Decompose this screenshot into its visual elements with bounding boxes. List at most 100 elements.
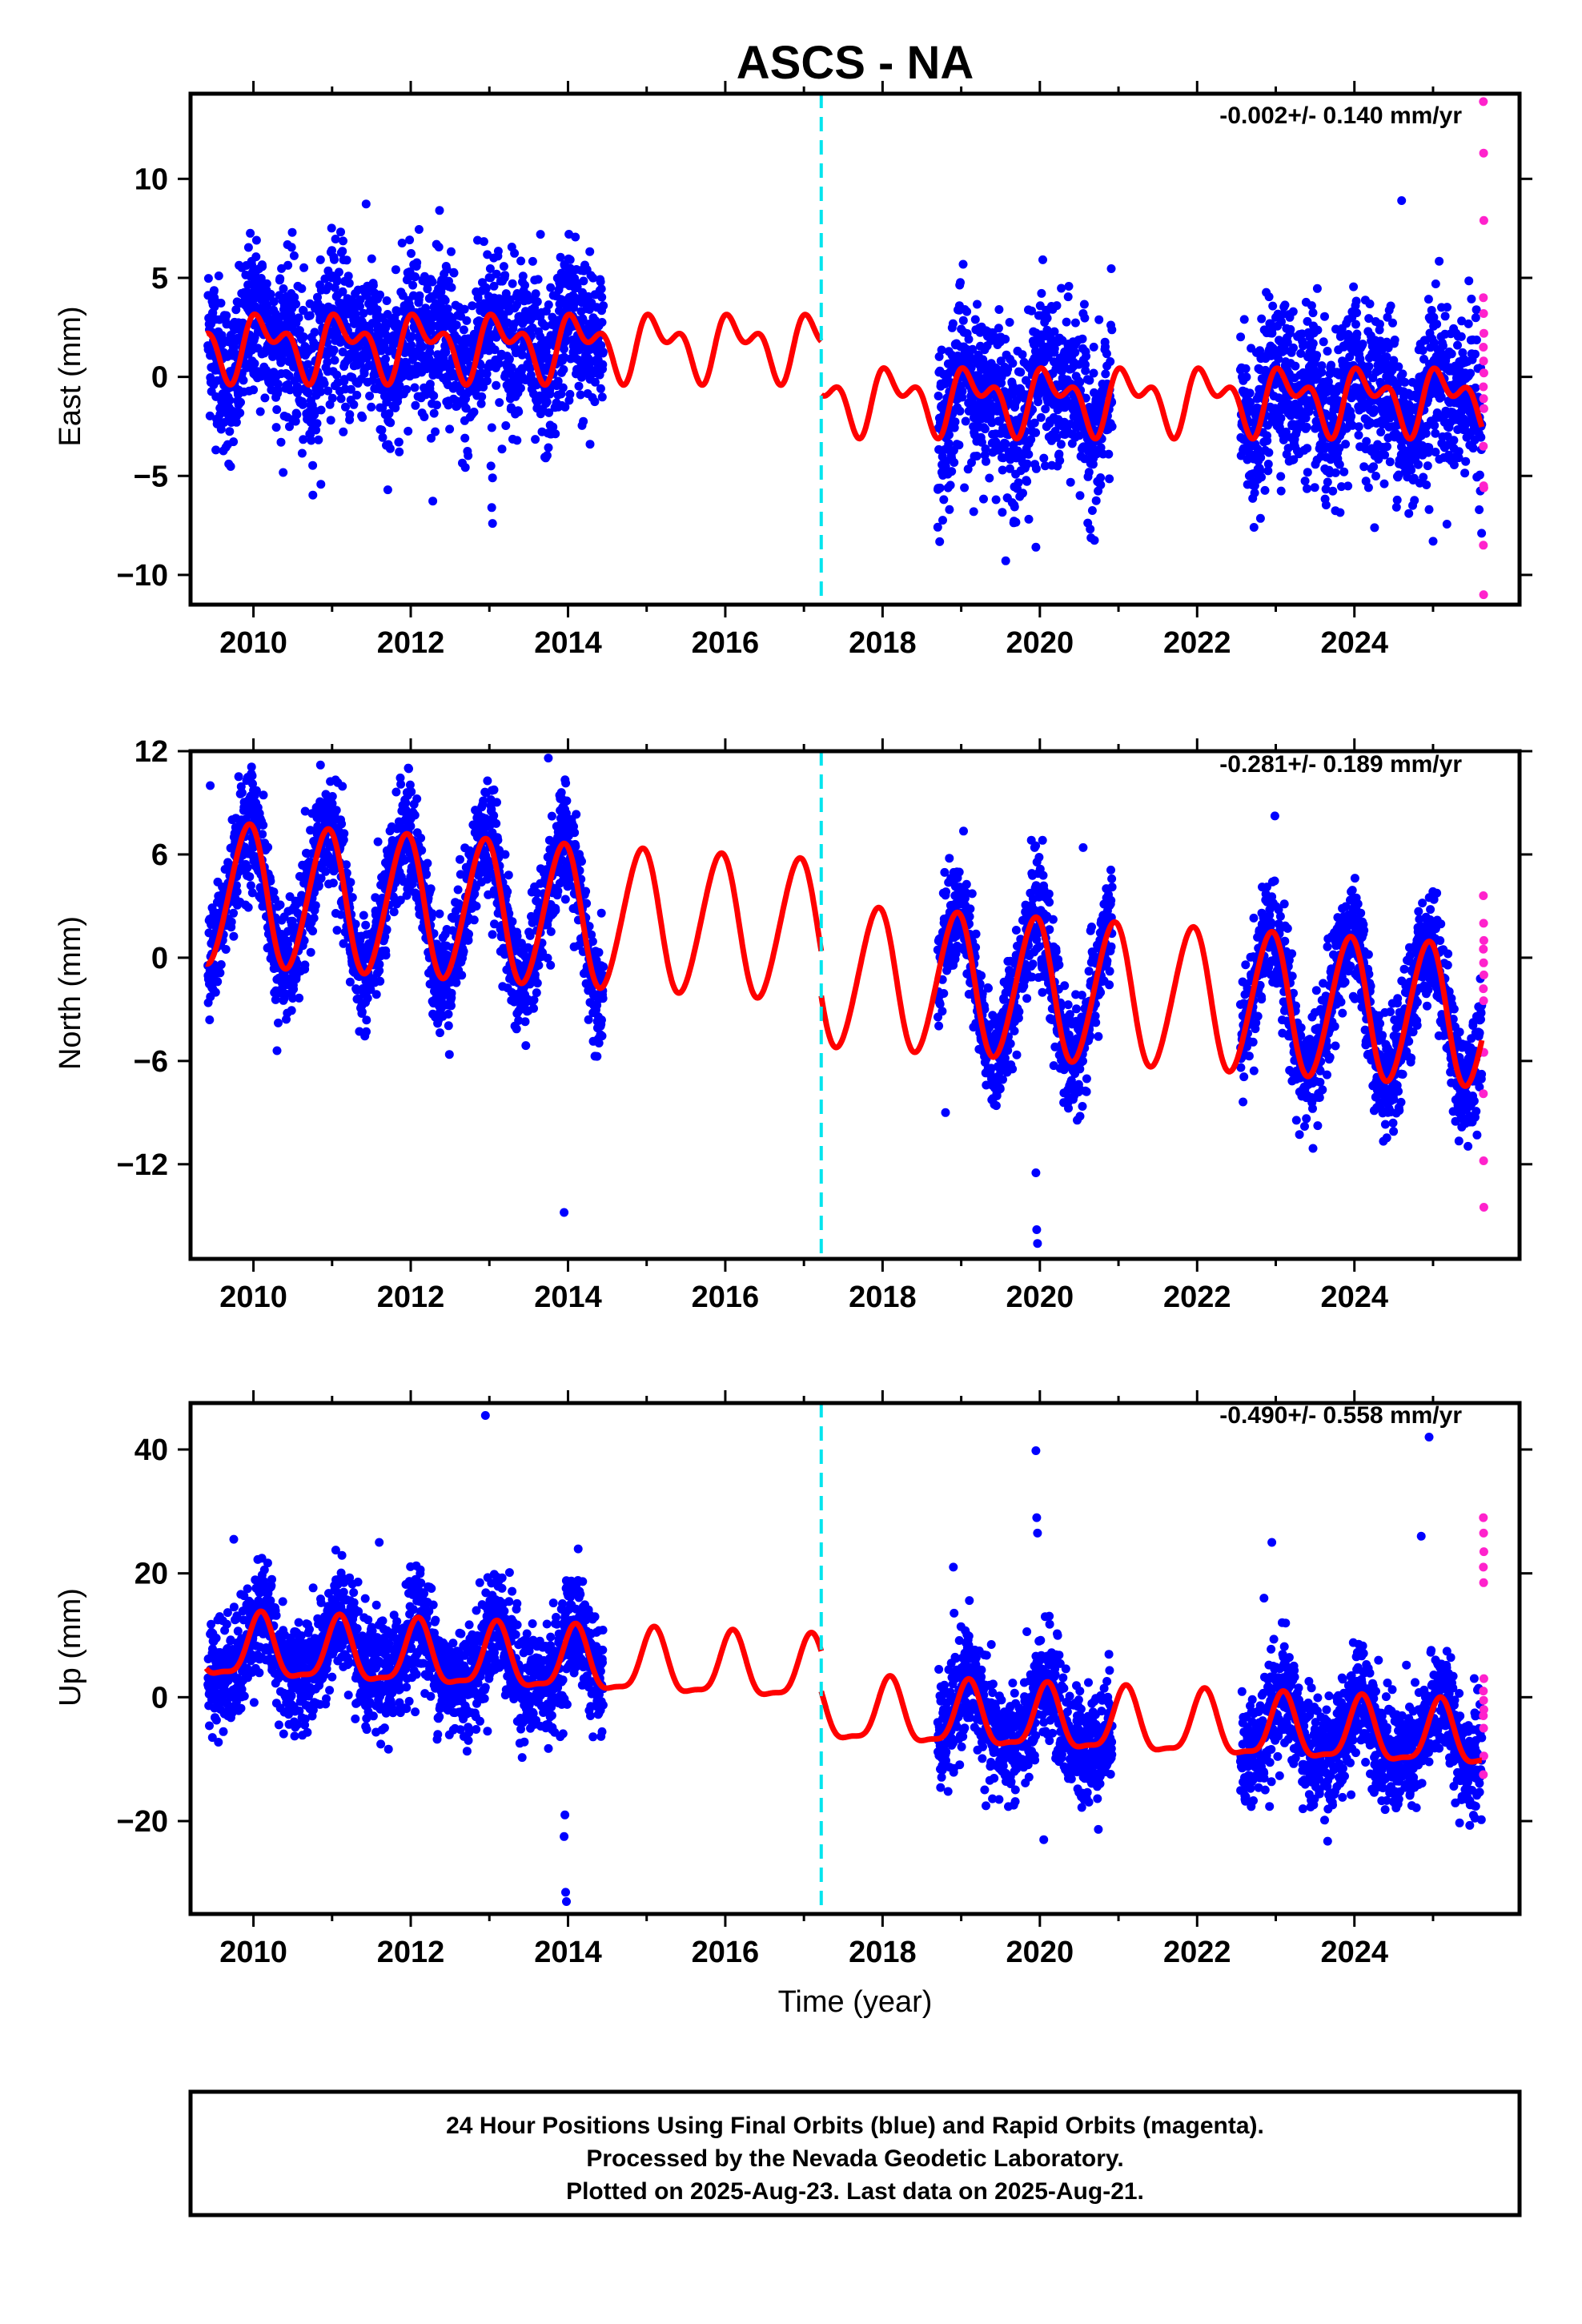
final-position-point bbox=[1382, 352, 1391, 361]
final-position-point bbox=[444, 1009, 453, 1019]
final-position-point bbox=[1337, 482, 1346, 492]
final-position-point bbox=[1039, 453, 1049, 463]
final-position-point bbox=[1310, 483, 1319, 493]
north-points bbox=[203, 754, 1488, 1248]
final-position-point bbox=[482, 369, 492, 379]
final-position-point bbox=[216, 299, 226, 308]
final-position-point bbox=[258, 830, 267, 839]
final-position-point bbox=[1066, 477, 1075, 487]
final-position-point bbox=[315, 760, 325, 770]
final-position-point bbox=[283, 939, 292, 949]
final-position-point bbox=[596, 277, 605, 287]
final-position-point bbox=[299, 332, 308, 342]
final-position-point bbox=[245, 872, 255, 882]
final-position-point bbox=[1104, 449, 1114, 459]
final-position-point bbox=[349, 400, 359, 409]
final-position-point bbox=[497, 444, 507, 454]
final-position-point bbox=[1001, 439, 1010, 448]
final-position-point bbox=[598, 348, 608, 357]
final-position-point bbox=[418, 342, 428, 352]
final-position-point bbox=[246, 881, 255, 891]
final-position-point bbox=[1089, 342, 1098, 352]
final-position-point bbox=[1079, 300, 1089, 309]
final-position-point bbox=[1096, 473, 1106, 482]
final-position-point bbox=[597, 318, 607, 327]
final-position-point bbox=[1081, 366, 1090, 376]
final-position-point bbox=[287, 1006, 296, 1015]
final-position-point bbox=[1276, 413, 1286, 423]
final-position-point bbox=[417, 846, 427, 855]
final-position-point bbox=[1089, 368, 1098, 378]
final-position-point bbox=[1407, 465, 1416, 475]
final-position-point bbox=[1024, 449, 1034, 459]
final-position-point bbox=[1008, 382, 1018, 391]
final-position-point bbox=[383, 485, 392, 495]
final-position-point bbox=[1303, 484, 1311, 493]
final-position-point bbox=[269, 297, 279, 307]
final-position-point bbox=[402, 384, 412, 394]
final-position-point bbox=[1388, 318, 1397, 328]
final-position-point bbox=[231, 305, 241, 315]
final-position-point bbox=[954, 440, 964, 450]
final-position-point bbox=[1260, 485, 1270, 495]
final-position-point bbox=[395, 381, 404, 391]
final-position-point bbox=[935, 483, 945, 493]
final-position-point bbox=[469, 408, 479, 416]
final-position-point bbox=[1296, 348, 1306, 358]
final-position-point bbox=[427, 433, 436, 443]
final-position-point bbox=[1062, 317, 1071, 327]
final-position-point bbox=[1386, 301, 1395, 311]
final-position-point bbox=[964, 335, 974, 344]
final-position-point bbox=[1001, 335, 1010, 344]
final-position-point bbox=[972, 452, 982, 460]
final-position-point bbox=[1241, 364, 1251, 373]
final-position-point bbox=[234, 772, 243, 782]
final-position-point bbox=[1424, 505, 1434, 514]
final-position-point bbox=[248, 779, 257, 789]
final-position-point bbox=[934, 392, 943, 400]
final-position-point bbox=[274, 1018, 283, 1027]
final-position-point bbox=[311, 901, 320, 911]
final-position-point bbox=[303, 360, 312, 369]
final-position-point bbox=[1080, 454, 1090, 464]
final-position-point bbox=[404, 764, 413, 774]
final-position-point bbox=[1250, 489, 1259, 497]
final-position-point bbox=[375, 976, 385, 986]
final-position-point bbox=[259, 820, 268, 830]
final-position-point bbox=[1397, 196, 1407, 205]
final-position-point bbox=[1031, 428, 1041, 437]
final-position-point bbox=[1242, 372, 1251, 382]
final-position-point bbox=[551, 429, 560, 439]
final-position-point bbox=[1075, 377, 1085, 387]
final-position-point bbox=[262, 279, 271, 288]
final-position-point bbox=[1321, 485, 1331, 494]
final-position-point bbox=[1308, 339, 1318, 348]
final-position-point bbox=[1026, 435, 1036, 444]
final-position-point bbox=[410, 810, 420, 820]
final-position-point bbox=[1003, 364, 1013, 374]
y-tick-label: 0 bbox=[151, 361, 168, 395]
final-position-point bbox=[473, 235, 482, 245]
final-position-point bbox=[231, 417, 241, 427]
final-position-point bbox=[1454, 453, 1464, 463]
final-position-point bbox=[342, 860, 351, 870]
final-position-point bbox=[1363, 483, 1373, 493]
final-position-point bbox=[432, 400, 441, 410]
final-position-point bbox=[545, 389, 555, 399]
final-position-point bbox=[345, 410, 355, 420]
final-position-point bbox=[1092, 416, 1101, 426]
final-position-point bbox=[1380, 450, 1390, 460]
final-position-point bbox=[1449, 436, 1459, 445]
final-position-point bbox=[510, 248, 520, 258]
final-position-point bbox=[1321, 501, 1331, 510]
final-position-point bbox=[945, 430, 954, 440]
final-position-point bbox=[250, 359, 259, 368]
final-position-point bbox=[339, 835, 348, 845]
x-tick-label: 2022 bbox=[1163, 626, 1231, 660]
final-position-point bbox=[1460, 468, 1470, 478]
final-position-point bbox=[367, 402, 376, 412]
final-position-point bbox=[1461, 456, 1471, 466]
final-position-point bbox=[1243, 455, 1252, 464]
final-position-point bbox=[355, 301, 364, 311]
final-position-point bbox=[1245, 388, 1255, 398]
